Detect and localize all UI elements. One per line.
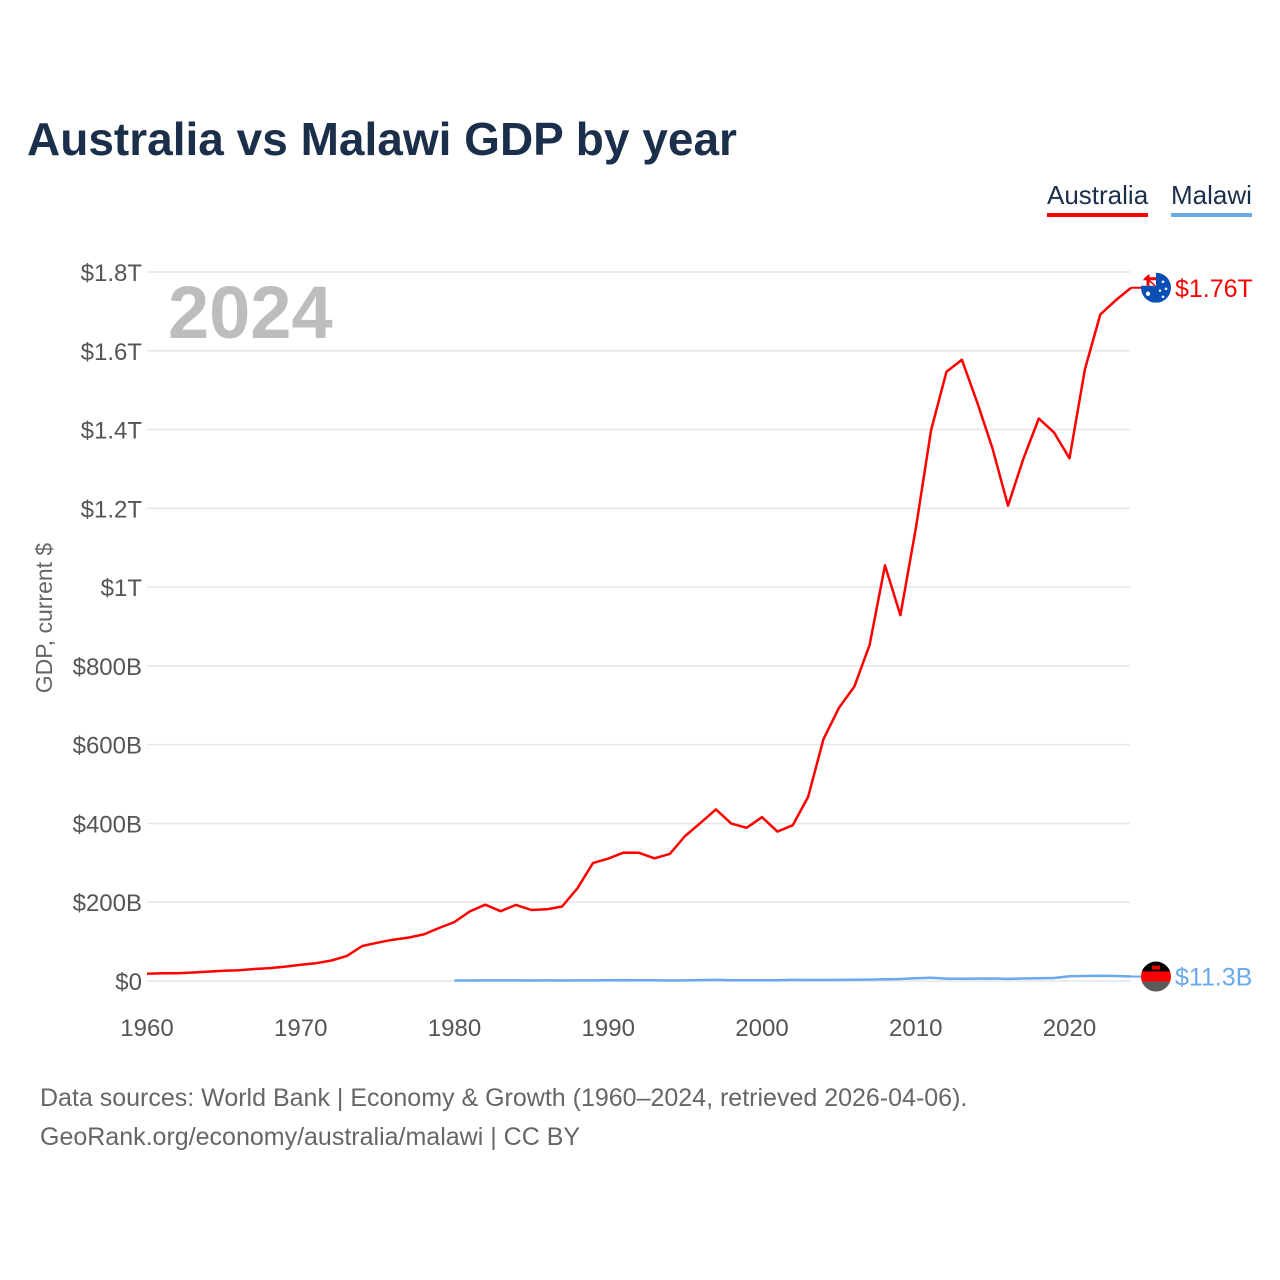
chart-title: Australia vs Malawi GDP by year bbox=[27, 113, 737, 165]
flag-stripe-red bbox=[1141, 971, 1171, 982]
flag-stripe-green bbox=[1141, 981, 1171, 992]
y-tick-label: $1.6T bbox=[81, 339, 143, 366]
line-malawi bbox=[454, 974, 1132, 982]
flag-body bbox=[1141, 272, 1171, 303]
y-tick-label: $0 bbox=[115, 969, 142, 996]
flag-sun bbox=[1152, 965, 1160, 970]
y-tick-label: $400B bbox=[73, 811, 142, 838]
y-tick-label: $600B bbox=[73, 733, 142, 760]
x-tick-label: 1990 bbox=[582, 1015, 635, 1042]
x-tick-label: 2000 bbox=[735, 1015, 788, 1042]
y-axis-label: GDP, current $ bbox=[31, 543, 57, 694]
year-watermark: 2024 bbox=[168, 271, 333, 354]
x-tick-label: 1960 bbox=[120, 1015, 173, 1042]
end-value-label: $11.3B bbox=[1175, 964, 1252, 992]
x-tick-label: 2020 bbox=[1043, 1015, 1096, 1042]
y-tick-label: $200B bbox=[73, 890, 142, 917]
flag-star bbox=[1158, 289, 1162, 292]
y-tick-label: $800B bbox=[73, 654, 142, 681]
australia-flag-icon bbox=[1141, 272, 1171, 303]
x-tick-label: 2010 bbox=[889, 1015, 942, 1042]
flag-star bbox=[1164, 287, 1168, 291]
flag-star bbox=[1145, 291, 1151, 296]
footer-link[interactable]: GeoRank.org/economy/australia/malawi | C… bbox=[40, 1123, 581, 1151]
end-value-label: $1.76T bbox=[1175, 275, 1253, 303]
x-tick-label: 1980 bbox=[428, 1015, 481, 1042]
flag-star bbox=[1161, 295, 1165, 299]
footer-sources: Data sources: World Bank | Economy & Gro… bbox=[40, 1084, 968, 1112]
y-tick-label: $1.2T bbox=[81, 496, 143, 523]
y-tick-label: $1T bbox=[101, 575, 143, 602]
line-australia bbox=[146, 286, 1132, 975]
legend-australia[interactable]: Australia bbox=[1047, 180, 1149, 217]
flag-star bbox=[1161, 280, 1165, 284]
y-tick-label: $1.8T bbox=[81, 260, 143, 287]
x-tick-label: 1970 bbox=[274, 1015, 327, 1042]
y-tick-label: $1.4T bbox=[81, 418, 143, 445]
legend-malawi[interactable]: Malawi bbox=[1171, 180, 1252, 217]
malawi-flag-icon bbox=[1141, 961, 1171, 992]
flag-body bbox=[1141, 961, 1171, 992]
